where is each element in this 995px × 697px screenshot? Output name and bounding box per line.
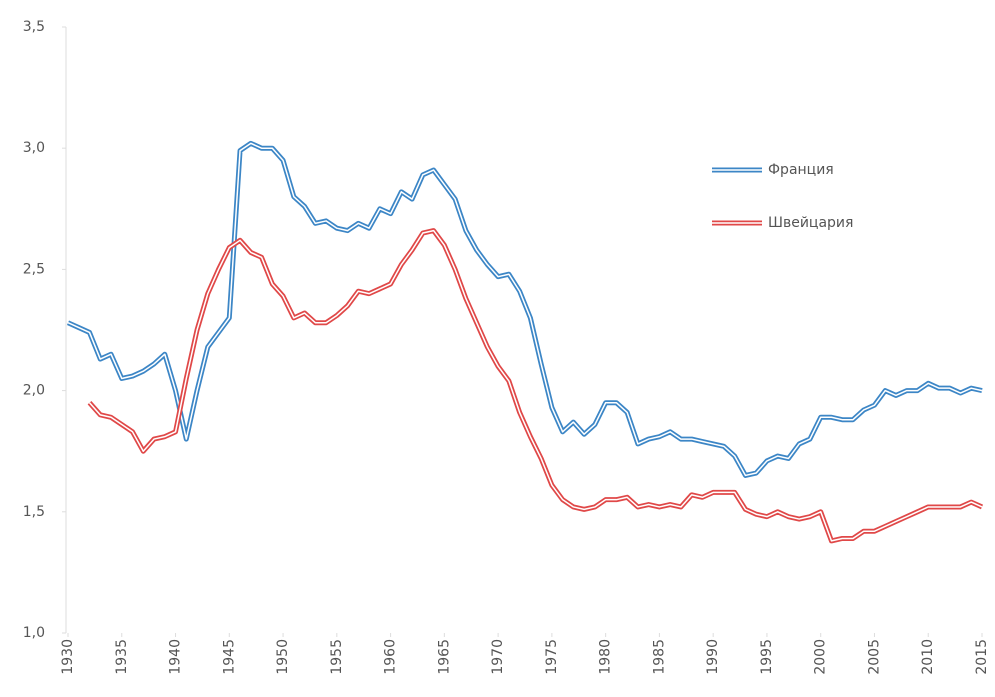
y-tick-label: 1,0 (23, 625, 45, 641)
x-tick-label: 1945 (221, 639, 237, 675)
y-tick-label: 3,5 (23, 19, 45, 35)
x-tick-label: 1935 (114, 639, 130, 675)
x-tick-label: 1955 (329, 639, 345, 675)
series-line-highlight (67, 142, 983, 477)
y-tick-label: 2,5 (23, 261, 45, 277)
x-tick-label: 1985 (651, 639, 667, 675)
series-line (87, 228, 984, 544)
x-tick-label: 2015 (974, 639, 990, 675)
y-tick-label: 1,5 (23, 504, 45, 520)
x-tick-label: 2010 (920, 639, 936, 675)
x-tick-label: 1970 (490, 639, 506, 675)
legend-label: Швейцария (768, 215, 853, 231)
x-tick-label: 1995 (759, 639, 775, 675)
x-tick-label: 1965 (436, 639, 452, 675)
x-tick-label: 1980 (598, 639, 614, 675)
series-line-highlight (88, 229, 983, 542)
x-tick-label: 1990 (705, 639, 721, 675)
x-tick-label: 2000 (813, 639, 829, 675)
x-tick-label: 1960 (383, 639, 399, 675)
y-tick-label: 2,0 (23, 383, 45, 399)
x-tick-label: 1940 (168, 639, 184, 675)
legend-label: Франция (768, 162, 834, 178)
y-tick-label: 3,0 (23, 140, 45, 156)
x-tick-label: 1950 (275, 639, 291, 675)
x-tick-label: 1930 (60, 639, 76, 675)
x-tick-label: 2005 (866, 639, 882, 675)
x-tick-label: 1975 (544, 639, 560, 675)
